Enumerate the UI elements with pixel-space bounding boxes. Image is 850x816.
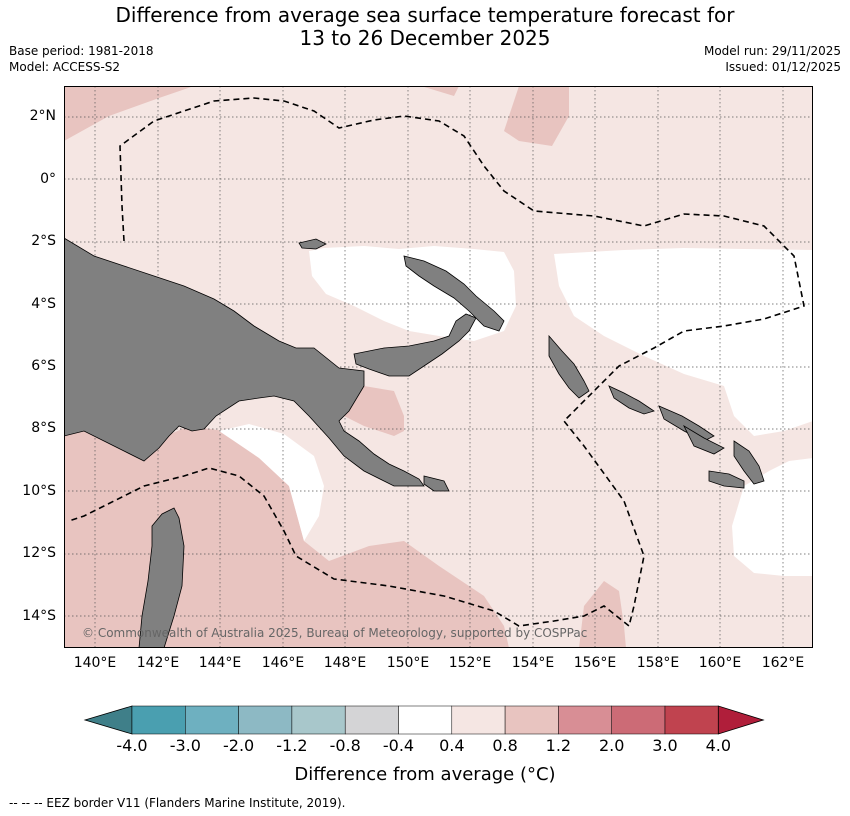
solomon-island-4	[733, 440, 765, 485]
colorbar-tick-label: -2.0	[222, 736, 255, 755]
lat-label: 14°S	[22, 608, 56, 624]
neutral-area-gulf	[219, 424, 324, 541]
model-run: Model run: 29/11/2025	[703, 44, 841, 58]
sst-anomaly-map	[64, 86, 813, 648]
colorbar-segment	[611, 705, 666, 735]
anomaly-area-coral-sea	[344, 386, 404, 436]
lat-label: 4°S	[31, 296, 56, 312]
lon-label: 142°E	[136, 655, 180, 671]
colorbar-tick-label: -0.4	[382, 736, 415, 755]
colorbar-segment	[558, 705, 612, 735]
colorbar-tick-label: 3.0	[652, 736, 678, 755]
lon-label: 140°E	[73, 655, 117, 671]
colorbar-tick-label: 1.2	[545, 736, 572, 755]
manus	[298, 238, 327, 250]
new-ireland	[403, 255, 505, 332]
lon-label: 152°E	[448, 655, 492, 671]
colorbar-segment	[238, 705, 293, 735]
neutral-area-east	[554, 248, 813, 436]
colorbar-tick-label: 0.4	[439, 736, 465, 755]
issue-date: Issued: 01/12/2025	[725, 60, 841, 74]
colorbar-segment	[664, 705, 719, 735]
solomon-island-3	[683, 424, 725, 455]
colorbar-title: Difference from average (°C)	[294, 764, 556, 785]
colorbar-tick-label: 2.0	[598, 736, 625, 755]
title-line-1: Difference from average sea surface temp…	[115, 3, 735, 27]
lon-label: 154°E	[511, 655, 555, 671]
colorbar-tick-label: 0.8	[492, 736, 518, 755]
colorbar-segment	[291, 705, 346, 735]
colorbar-segment	[398, 705, 453, 735]
base-period: Base period: 1981-2018	[9, 44, 154, 58]
solomon-island-1	[608, 385, 655, 415]
lon-label: 146°E	[261, 655, 305, 671]
colorbar-extend-below	[83, 705, 133, 735]
colorbar	[83, 705, 765, 735]
colorbar-tick-label: -4.0	[116, 736, 148, 755]
eez-border-legend: -- -- -- EEZ border V11 (Flanders Marine…	[9, 796, 346, 810]
meta-left: Base period: 1981-2018 Model: ACCESS-S2	[9, 43, 154, 75]
chart-title: Difference from average sea surface temp…	[0, 4, 850, 50]
lat-label: 2°S	[31, 233, 56, 249]
lon-label: 148°E	[323, 655, 367, 671]
lon-label: 156°E	[573, 655, 617, 671]
solomon-island-2	[658, 405, 715, 442]
new-britain	[353, 313, 477, 377]
anomaly-area-nw	[64, 86, 194, 141]
colorbar-extend-above	[717, 705, 765, 735]
colorbar-tick-label: 4.0	[705, 736, 732, 755]
lon-label: 144°E	[198, 655, 242, 671]
lat-label: 12°S	[22, 545, 56, 561]
lat-label: 2°N	[29, 108, 56, 124]
anomaly-area-se	[579, 581, 626, 648]
lat-label: 10°S	[22, 483, 56, 499]
model-name: Model: ACCESS-S2	[9, 60, 121, 74]
cape-york	[138, 507, 185, 648]
anomaly-area-ne	[504, 86, 569, 146]
lon-label: 160°E	[698, 655, 742, 671]
lat-label: 8°S	[31, 420, 56, 436]
lat-label: 0°	[40, 171, 56, 187]
colorbar-tick-label: -3.0	[169, 736, 201, 755]
colorbar-tick-label: -1.2	[276, 736, 308, 755]
bougainville	[548, 334, 590, 399]
anomaly-area-north	[421, 86, 459, 96]
copyright-notice: © Commonwealth of Australia 2025, Bureau…	[82, 626, 588, 640]
meta-right: Model run: 29/11/2025 Issued: 01/12/2025	[704, 43, 841, 75]
lon-label: 150°E	[386, 655, 430, 671]
colorbar-segment	[185, 705, 239, 735]
solomon-island-5	[708, 470, 745, 489]
colorbar-tick-label: -0.8	[329, 736, 361, 755]
landmasses	[64, 237, 765, 648]
colorbar-segment	[344, 705, 399, 735]
lon-label: 158°E	[636, 655, 680, 671]
lat-label: 6°S	[31, 358, 56, 374]
lon-label: 162°E	[761, 655, 805, 671]
new-guinea-mainland	[64, 237, 425, 487]
louisiade-islands	[423, 475, 450, 492]
colorbar-segment	[131, 705, 186, 735]
colorbar-segment	[451, 705, 506, 735]
eez-border	[68, 97, 805, 628]
colorbar-segment	[504, 705, 559, 735]
neutral-area-se	[732, 458, 813, 576]
title-line-2: 13 to 26 December 2025	[299, 26, 551, 50]
